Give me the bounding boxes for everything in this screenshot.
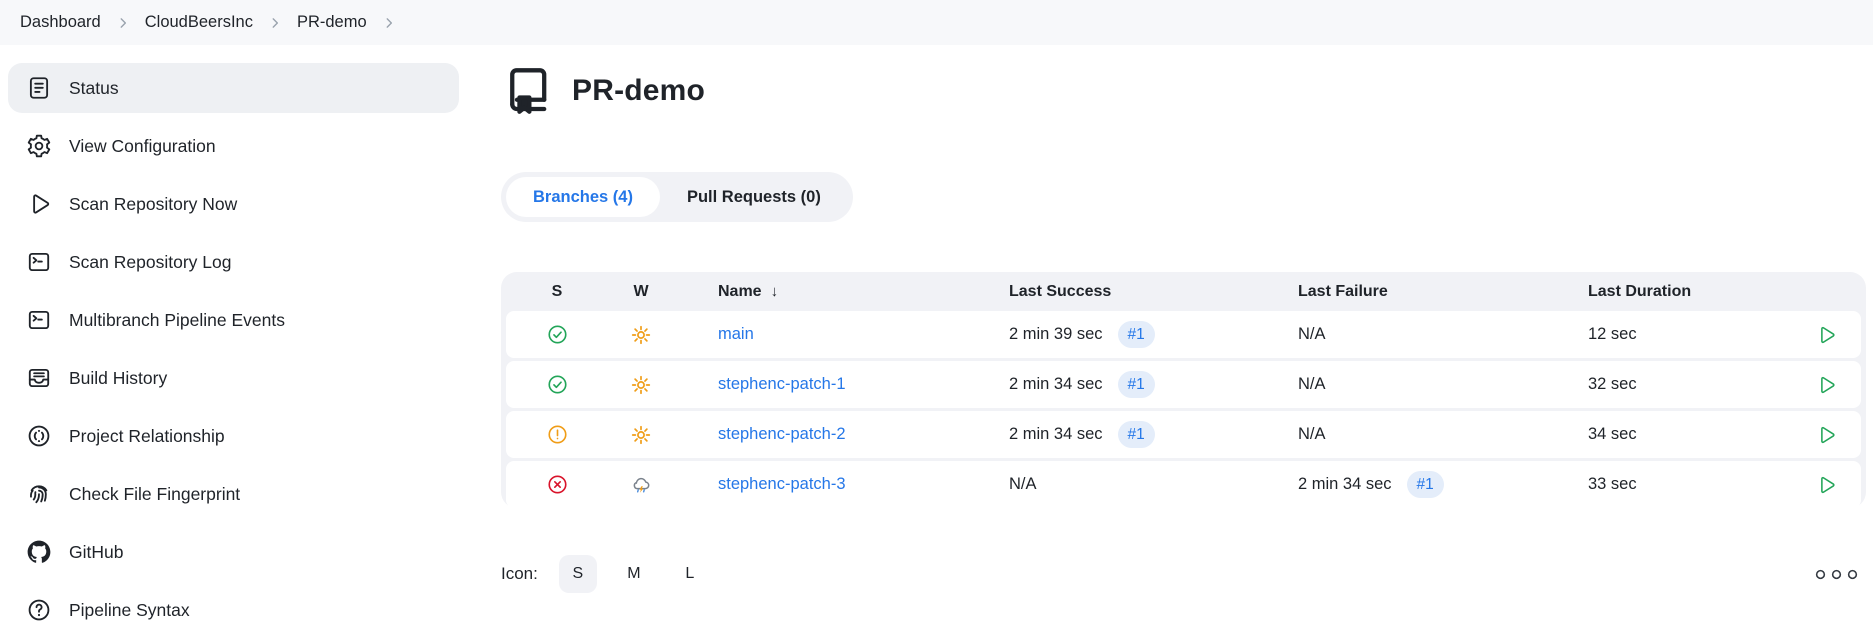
last-failure-value: N/A: [1298, 325, 1326, 343]
branch-link[interactable]: stephenc-patch-2: [718, 425, 846, 443]
sidebar-item-label: GitHub: [69, 541, 124, 562]
fingerprint-icon: [26, 481, 52, 507]
gear-icon: [26, 133, 52, 159]
weather-storm-icon: [629, 473, 653, 497]
main-content: PR-demo Branches (4) Pull Requests (0) S…: [466, 45, 1873, 638]
icon-size-small-button[interactable]: S: [558, 555, 597, 593]
scan-circle-icon: [26, 423, 52, 449]
sidebar-item-pipeline-syntax[interactable]: Pipeline Syntax: [8, 585, 459, 635]
weather-sunny-icon: [629, 323, 653, 347]
last-success-value: 2 min 34 sec: [1009, 425, 1103, 443]
github-icon: [26, 539, 52, 565]
document-icon: [26, 75, 52, 101]
sidebar-item-label: Pipeline Syntax: [69, 599, 190, 620]
build-number-badge[interactable]: #1: [1117, 421, 1155, 448]
sidebar-item-check-file-fingerprint[interactable]: Check File Fingerprint: [8, 469, 459, 519]
sidebar-item-label: Scan Repository Now: [69, 193, 238, 214]
tab-bar: Branches (4) Pull Requests (0): [501, 172, 853, 222]
last-failure-value: N/A: [1298, 425, 1326, 443]
sidebar-item-label: Status: [69, 77, 119, 98]
book-bookmark-icon: [501, 64, 555, 118]
sidebar-item-status[interactable]: Status: [8, 63, 459, 113]
run-build-button[interactable]: [1815, 324, 1837, 346]
sidebar-item-label: Scan Repository Log: [69, 251, 232, 272]
icon-size-label: Icon:: [501, 564, 538, 583]
branch-link[interactable]: stephenc-patch-3: [718, 475, 846, 493]
breadcrumb-item-org[interactable]: CloudBeersInc: [144, 13, 253, 31]
status-success-icon: [546, 323, 569, 346]
weather-sunny-icon: [629, 423, 653, 447]
status-success-icon: [546, 373, 569, 396]
status-failed-icon: [546, 473, 569, 496]
icon-size-large-button[interactable]: L: [685, 565, 695, 582]
chevron-right-icon: [116, 16, 130, 30]
status-unstable-icon: [546, 423, 569, 446]
chevron-right-icon[interactable]: [382, 16, 396, 30]
weather-sunny-icon: [629, 373, 653, 397]
run-build-button[interactable]: [1815, 424, 1837, 446]
column-header-weather[interactable]: W: [633, 282, 649, 300]
sidebar-item-scan-repository-now[interactable]: Scan Repository Now: [8, 179, 459, 229]
breadcrumb-item-dashboard[interactable]: Dashboard: [20, 13, 101, 31]
column-header-name[interactable]: Name ↓: [705, 283, 1009, 301]
icon-size-medium-button[interactable]: M: [627, 565, 641, 582]
table-row: main 2 min 39 sec #1 N/A 12 sec: [506, 311, 1861, 358]
sidebar-item-label: Multibranch Pipeline Events: [69, 309, 285, 330]
sort-descending-icon: ↓: [770, 283, 779, 300]
terminal-icon: [26, 249, 52, 275]
branches-table: S W Name ↓ Last Success Last Failure Las…: [501, 272, 1866, 508]
column-header-last-success[interactable]: Last Success: [1009, 282, 1112, 300]
help-circle-icon: [26, 597, 52, 623]
terminal-icon: [26, 307, 52, 333]
tab-branches[interactable]: Branches (4): [506, 177, 660, 217]
column-header-last-duration[interactable]: Last Duration: [1588, 282, 1692, 300]
last-success-value: 2 min 39 sec: [1009, 325, 1103, 343]
last-duration-value: 33 sec: [1588, 475, 1637, 493]
last-duration-value: 12 sec: [1588, 325, 1637, 343]
sidebar-item-label: View Configuration: [69, 135, 216, 156]
page-title: PR-demo: [572, 73, 706, 107]
last-duration-value: 34 sec: [1588, 425, 1637, 443]
project-header: PR-demo: [501, 63, 1866, 118]
build-number-badge[interactable]: #1: [1406, 471, 1444, 498]
breadcrumb: Dashboard CloudBeersInc PR-demo: [0, 0, 1873, 45]
table-row: stephenc-patch-2 2 min 34 sec #1 N/A 34 …: [506, 411, 1861, 458]
sidebar: Status View Configuration Scan Repositor…: [0, 45, 466, 638]
sidebar-item-github[interactable]: GitHub: [8, 527, 459, 577]
last-duration-value: 32 sec: [1588, 375, 1637, 393]
sidebar-item-build-history[interactable]: Build History: [8, 353, 459, 403]
last-failure-value: 2 min 34 sec: [1298, 475, 1392, 493]
branch-link[interactable]: stephenc-patch-1: [718, 375, 846, 393]
sidebar-item-view-configuration[interactable]: View Configuration: [8, 121, 459, 171]
last-success-value: N/A: [1009, 475, 1037, 493]
sidebar-item-project-relationship[interactable]: Project Relationship: [8, 411, 459, 461]
run-build-button[interactable]: [1815, 474, 1837, 496]
column-header-status[interactable]: S: [551, 282, 563, 300]
column-header-last-failure[interactable]: Last Failure: [1298, 282, 1388, 300]
last-success-value: 2 min 34 sec: [1009, 375, 1103, 393]
sidebar-item-label: Project Relationship: [69, 425, 225, 446]
more-options-icon[interactable]: [1815, 569, 1866, 580]
table-header: S W Name ↓ Last Success Last Failure Las…: [501, 272, 1866, 311]
build-number-badge[interactable]: #1: [1117, 371, 1155, 398]
table-footer: Icon: S M L: [501, 555, 1866, 593]
tab-pull-requests[interactable]: Pull Requests (0): [686, 188, 821, 206]
column-header-name-label: Name: [718, 282, 762, 300]
table-row: stephenc-patch-1 2 min 34 sec #1 N/A 32 …: [506, 361, 1861, 408]
play-icon: [26, 191, 52, 217]
build-number-badge[interactable]: #1: [1117, 321, 1155, 348]
chevron-right-icon: [268, 16, 282, 30]
tray-icon: [26, 365, 52, 391]
branch-link[interactable]: main: [718, 325, 754, 343]
run-build-button[interactable]: [1815, 374, 1837, 396]
sidebar-item-multibranch-pipeline-events[interactable]: Multibranch Pipeline Events: [8, 295, 459, 345]
last-failure-value: N/A: [1298, 375, 1326, 393]
table-row: stephenc-patch-3 N/A 2 min 34 sec #1 33 …: [506, 461, 1861, 508]
sidebar-item-label: Build History: [69, 367, 168, 388]
sidebar-item-scan-repository-log[interactable]: Scan Repository Log: [8, 237, 459, 287]
sidebar-item-label: Check File Fingerprint: [69, 483, 241, 504]
breadcrumb-item-project[interactable]: PR-demo: [296, 13, 367, 31]
icon-size-selector: Icon: S M L: [501, 555, 709, 593]
